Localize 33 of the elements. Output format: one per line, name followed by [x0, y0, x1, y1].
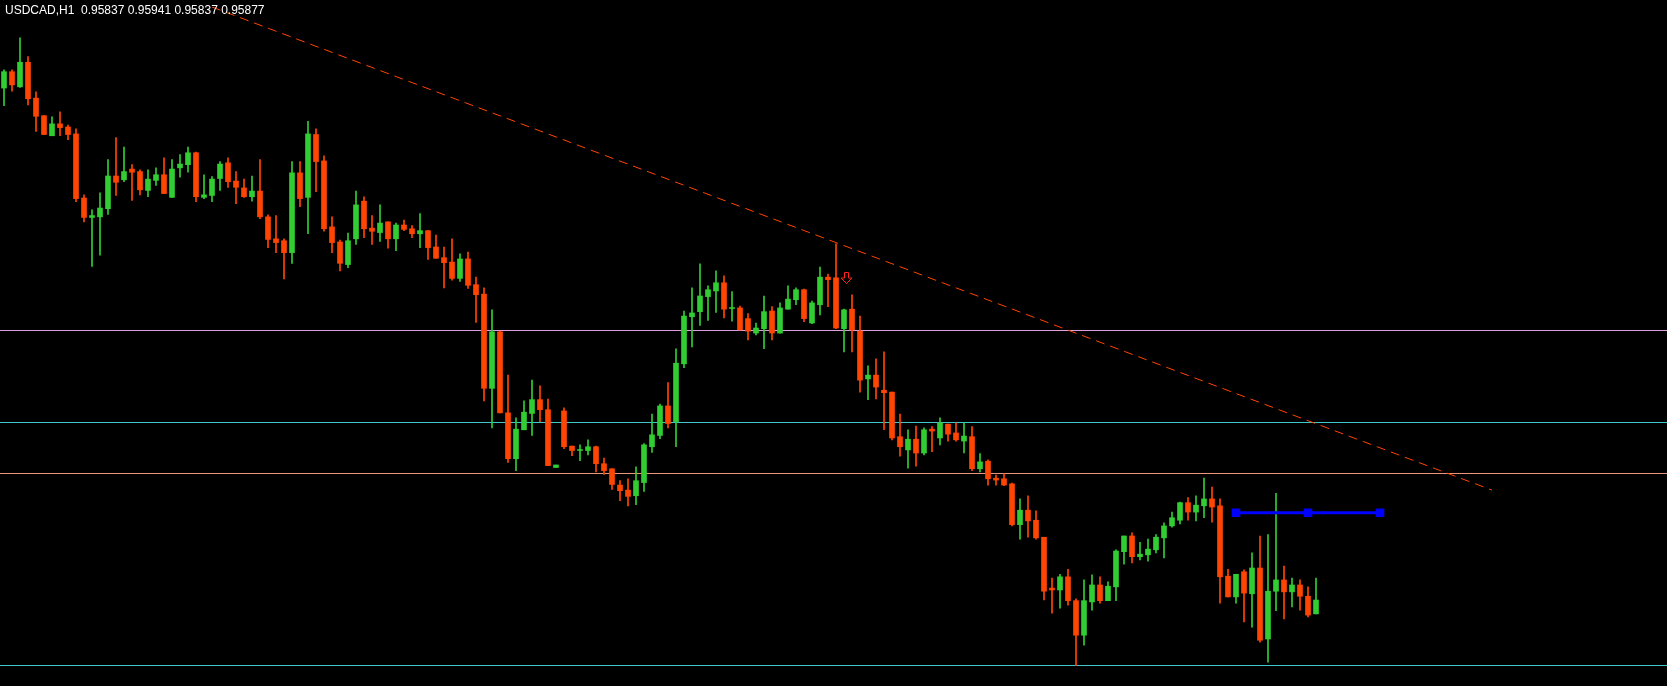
candlestick	[1137, 541, 1143, 561]
candlestick	[689, 287, 695, 348]
candlestick	[625, 478, 631, 507]
candlestick	[201, 174, 207, 199]
candlestick	[1289, 577, 1295, 608]
candlestick	[417, 213, 423, 248]
candlestick	[1281, 565, 1287, 620]
candlestick	[273, 215, 279, 253]
candlestick	[441, 246, 447, 289]
candlestick	[729, 291, 735, 322]
candlestick	[881, 351, 887, 431]
candlestick	[1025, 495, 1031, 538]
chart-title: USDCAD,H1 0.95837 0.95941 0.95837 0.95877	[5, 3, 265, 17]
candlestick	[129, 164, 135, 201]
candlestick	[897, 413, 903, 457]
candlestick	[1273, 492, 1279, 612]
candlestick	[473, 276, 479, 323]
candlestick	[825, 273, 831, 307]
candlestick	[705, 285, 711, 321]
candlestick	[1209, 486, 1215, 523]
candlestick	[961, 422, 967, 454]
candlestick	[113, 137, 119, 196]
candlestick	[577, 444, 583, 461]
candlestick	[177, 154, 183, 178]
candlestick	[121, 146, 127, 182]
candlestick	[233, 171, 239, 204]
candlestick	[865, 365, 871, 400]
candlestick	[89, 209, 95, 267]
candlestick	[57, 111, 63, 137]
candlestick	[97, 192, 103, 256]
candlestick	[1201, 477, 1207, 519]
candlestick	[713, 270, 719, 313]
candlestick	[369, 215, 375, 245]
